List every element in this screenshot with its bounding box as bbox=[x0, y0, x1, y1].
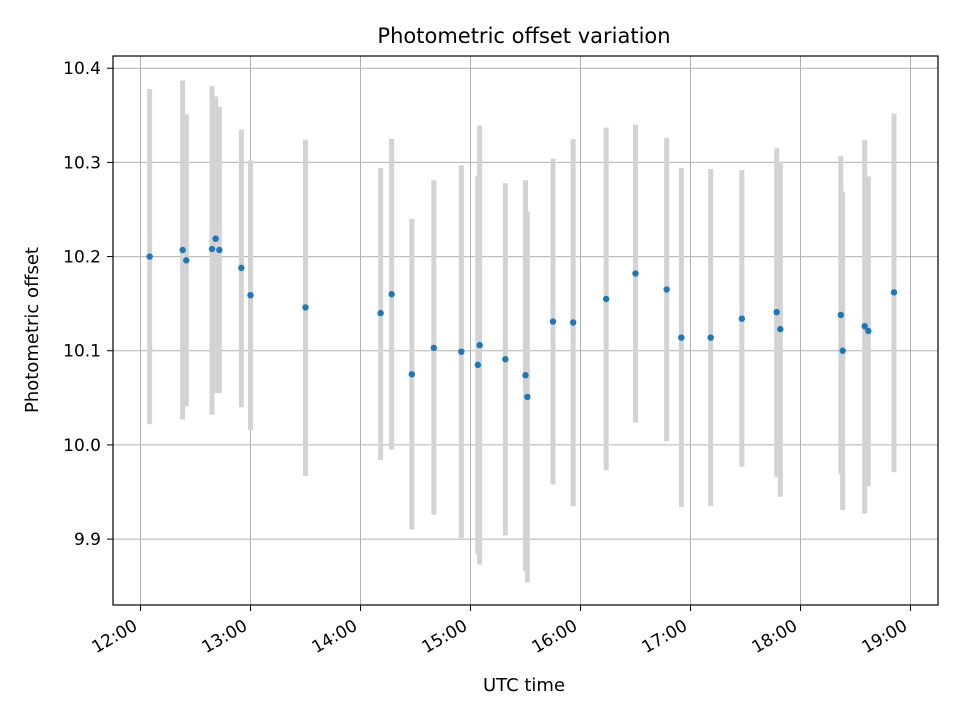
y-tick-label: 10.1 bbox=[63, 342, 101, 362]
data-point bbox=[212, 235, 219, 242]
data-point bbox=[738, 315, 746, 322]
data-point bbox=[549, 318, 557, 325]
y-tick-label: 9.9 bbox=[74, 530, 101, 550]
data-point bbox=[522, 372, 529, 379]
plot-frame bbox=[112, 55, 939, 606]
chart-title: Photometric offset variation bbox=[377, 24, 670, 48]
data-point bbox=[777, 325, 784, 333]
data-point bbox=[865, 327, 872, 335]
data-point bbox=[388, 291, 395, 298]
data-point bbox=[208, 245, 216, 253]
data-point bbox=[238, 264, 245, 272]
data-point bbox=[146, 253, 153, 260]
data-point bbox=[458, 348, 465, 355]
y-tick-label: 10.0 bbox=[63, 436, 101, 456]
data-point bbox=[476, 341, 483, 349]
data-point bbox=[773, 308, 780, 316]
data-point bbox=[602, 295, 610, 303]
y-tick-label: 10.3 bbox=[63, 153, 101, 173]
data-point bbox=[524, 393, 531, 401]
data-point bbox=[408, 371, 416, 378]
data-point bbox=[302, 304, 309, 311]
data-point bbox=[861, 323, 868, 330]
y-axis-title: Photometric offset bbox=[22, 247, 43, 413]
data-point bbox=[707, 334, 714, 341]
data-point bbox=[216, 246, 223, 254]
data-point bbox=[663, 286, 670, 293]
data-point bbox=[632, 270, 639, 277]
data-point bbox=[569, 319, 577, 326]
data-point bbox=[502, 356, 509, 363]
data-point bbox=[837, 311, 845, 319]
data-point bbox=[247, 291, 254, 299]
data-point bbox=[377, 309, 384, 317]
data-point bbox=[183, 257, 190, 264]
data-point bbox=[474, 361, 482, 369]
y-axis-ticks: 9.9 10.0 10.1 10.2 10.3 10.4 bbox=[63, 59, 113, 550]
y-tick-label: 10.2 bbox=[63, 248, 101, 268]
data-point bbox=[890, 289, 898, 296]
data-point bbox=[678, 334, 685, 341]
data-point bbox=[179, 246, 186, 254]
y-tick-label: 10.4 bbox=[63, 59, 101, 79]
data-points bbox=[146, 235, 898, 401]
data-point bbox=[430, 344, 438, 352]
x-axis-title: UTC time bbox=[483, 675, 565, 696]
data-point bbox=[839, 347, 846, 354]
